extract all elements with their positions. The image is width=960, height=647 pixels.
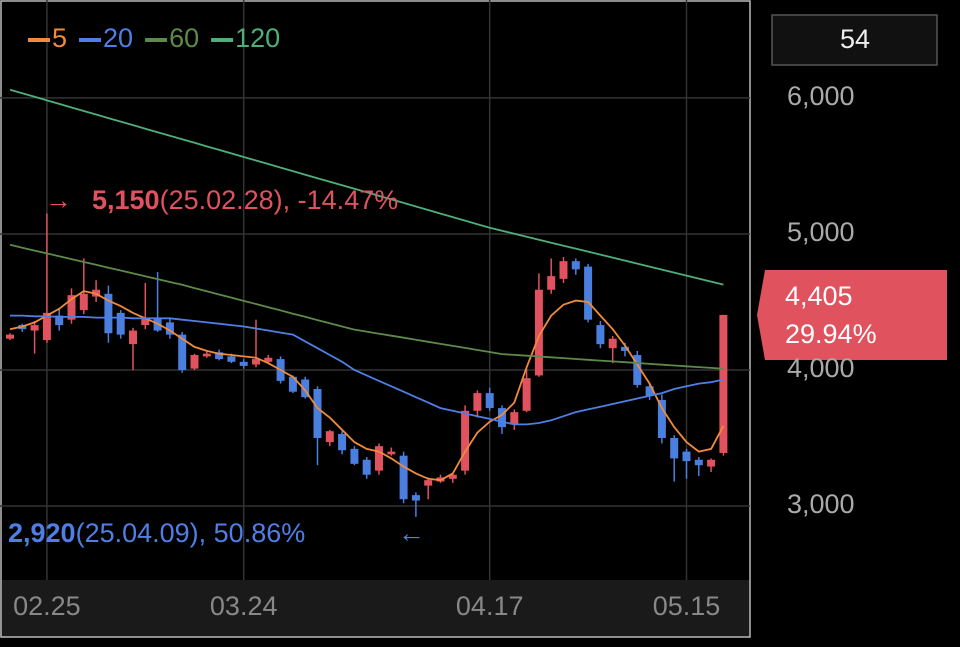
candle-body [522,378,531,411]
candle-body [510,412,519,425]
candle-body [633,355,642,385]
candle-body [448,474,457,479]
candle-body [104,293,113,334]
candle-body [67,295,76,320]
y-tick-label: 5,000 [787,217,855,247]
x-tick-label: 04.17 [456,591,524,621]
candle-body [350,448,359,464]
candle-body [325,431,334,443]
candle-body [338,433,347,451]
candle-body [657,399,666,438]
marks [6,88,728,517]
candle-body [141,318,150,326]
ma-line [10,314,724,426]
candle-body [362,459,371,475]
price-tag [757,270,947,360]
candle-body [42,312,51,341]
legend: 5 20 60 120 [28,23,280,53]
candle-body [387,451,396,455]
candle-body [559,261,568,279]
candle-body [165,322,174,335]
high-price: 5,150 [92,185,160,215]
candle-body [694,459,703,466]
candle-body [621,346,629,351]
candle-body [190,355,199,369]
ma-line [9,88,724,286]
candle-body [301,379,310,398]
low-annotation: 2,920(25.04.09), 50.86% [8,518,305,548]
legend-label: 120 [235,23,280,53]
candle-body [584,266,593,320]
candle-body [264,357,273,362]
ma-line [9,243,724,370]
candle-body [375,446,383,471]
candle-body [707,459,716,467]
high-arrow: → [45,185,72,215]
candle-body [252,359,260,365]
candle-body [227,356,236,362]
low-detail: (25.04.09), 50.86% [76,518,306,548]
candle-body [596,325,605,345]
x-tick-label: 05.15 [653,591,721,621]
candle-body [461,410,470,471]
y-tick-label: 6,000 [787,81,855,111]
high-detail: (25.02.28), -14.47% [160,185,399,215]
candle-body [719,314,728,453]
legend-label: 20 [103,23,133,53]
candle-body [547,276,556,290]
candle-body [178,334,187,370]
candle-body [129,330,137,345]
candle-body [608,338,617,349]
candle-body [55,315,64,326]
current-change: 29.94% [785,319,877,349]
candle-body [6,334,14,339]
x-axis-band [0,580,750,637]
candle-body [79,293,88,311]
low-price: 2,920 [8,518,76,548]
candle-body [682,451,691,462]
candle-body [399,455,408,500]
high-annotation: 5,150(25.02.28), -14.47% [92,185,398,215]
current-price: 4,405 [785,281,853,311]
candle-body [215,352,224,360]
candle-body [424,480,433,486]
low-arrow: ← [398,518,425,548]
candle-body [411,495,420,501]
y-tick-label: 4,000 [787,353,855,383]
x-tick-label: 02.25 [13,591,81,621]
top-box [771,14,938,66]
candle-body [485,393,494,409]
x-tick-label: 03.24 [210,591,278,621]
candle-body [116,312,125,335]
legend-label: 60 [169,23,199,53]
candle-body [670,437,679,459]
candle-body [202,353,211,357]
candle-body [288,376,297,392]
candle-body [30,325,39,331]
candle-body [473,393,482,411]
plot-border [0,0,751,638]
y-tick-label: 3,000 [787,489,855,519]
candle-body [498,408,506,428]
candle-body [239,361,248,366]
legend-label: 5 [52,23,67,53]
candle-body [313,389,322,438]
candle-body [645,386,654,396]
ma-line [9,290,725,482]
candle-body [534,289,543,376]
candle-body [571,261,580,270]
top-box-text: 54 [840,24,870,54]
